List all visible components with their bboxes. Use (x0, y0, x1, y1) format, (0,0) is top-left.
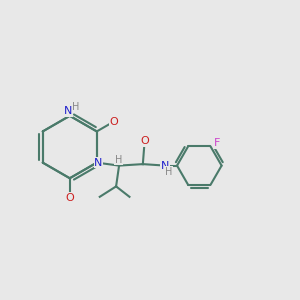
Text: F: F (214, 138, 220, 148)
Text: H: H (72, 103, 80, 112)
Text: N: N (64, 106, 73, 116)
Text: O: O (65, 193, 74, 202)
Text: H: H (115, 155, 122, 165)
Text: O: O (140, 136, 149, 146)
Text: O: O (109, 117, 118, 127)
Text: N: N (94, 158, 103, 168)
Text: H: H (165, 167, 172, 176)
Text: N: N (161, 160, 169, 171)
